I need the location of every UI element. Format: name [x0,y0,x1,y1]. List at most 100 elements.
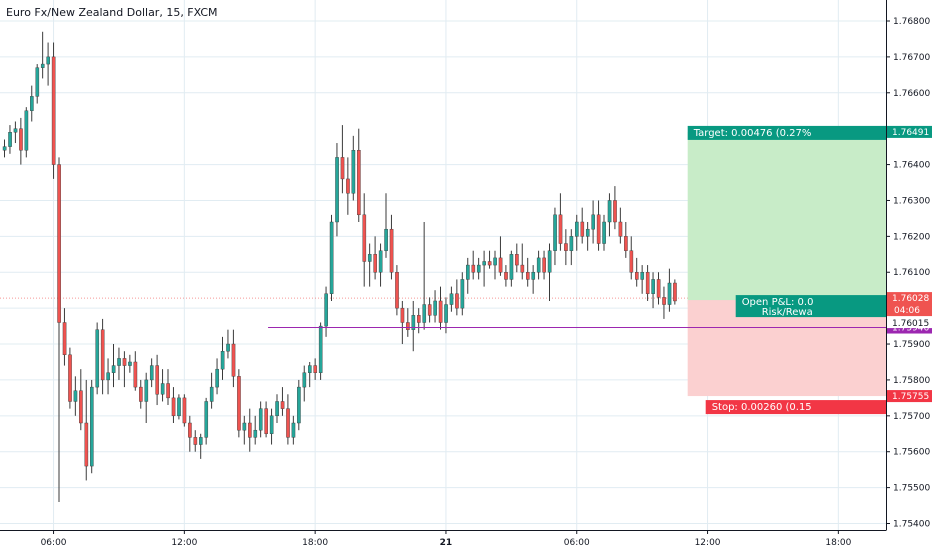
candle-body-down [166,383,170,399]
candle [248,408,252,452]
candle-body-down [542,257,546,273]
candle-body-down [340,157,345,180]
candle [526,257,530,287]
candle-body-down [613,200,617,223]
candle-body-down [237,376,241,431]
candle [13,121,18,144]
candle [182,394,187,427]
position-layer[interactable]: Target: 0.00476 (0.27% Stop: 0.00260 (0.1… [268,125,886,415]
candle [35,64,40,104]
candle-body-down [498,257,503,273]
candle [209,372,214,409]
candle [177,394,181,420]
candle [389,214,394,280]
candle [335,143,339,237]
candle-body-down [139,386,143,402]
candle-body-up [602,221,606,244]
y-tick-label: 1.76200 [893,232,930,242]
candle-body-up [242,422,247,431]
candle [111,344,116,388]
candle-body-up [460,279,465,309]
candle [193,430,198,452]
candle-body-up [95,329,100,388]
candle [367,243,372,287]
candle [362,193,367,287]
candle-body-down [662,297,666,305]
candle-body-down [313,365,318,373]
candle-body-up [73,390,78,402]
candle-body-up [422,304,427,323]
candle [585,221,590,251]
entry-price-tag-text: 1.75946 [892,324,929,334]
candle-body-down [122,358,127,366]
x-tick-label: 06:00 [564,538,590,548]
chart-title: Euro Fx/New Zealand Dollar, 15, FXCM [6,6,218,19]
candle [438,286,443,330]
candle [24,107,29,158]
candle-layer [2,31,677,502]
candle-body-down [515,254,519,266]
candle [515,243,519,273]
target-zone[interactable] [687,131,886,305]
bid-price-tag: 1.76015 [887,317,932,329]
candle [433,290,437,323]
target-label-text: Target: 0.00476 (0.27% [693,128,812,139]
candle-body-down [51,56,56,165]
stop-price-tag: 1.75755 [887,390,932,403]
candle [531,265,536,294]
candle-body-up [144,379,149,402]
candle-body-up [209,386,214,402]
y-tick-label: 1.76800 [893,17,930,27]
candle-body-up [2,146,7,151]
target-label[interactable]: Target: 0.00476 (0.27% [687,125,886,140]
candle-body-up [297,386,301,424]
candle-body-up [177,397,181,417]
last-price-tag: 1.76028 04:06 [887,292,932,317]
candle-body-up [308,365,312,373]
candle [2,139,7,158]
candle [155,354,160,406]
candle-body-up [275,401,279,417]
candle [575,214,579,251]
candle [536,250,541,280]
candle [220,336,225,380]
x-tick-label: 18:00 [825,538,851,548]
candle [215,358,219,395]
candle-body-up [553,214,557,251]
candle [62,308,67,366]
candle [308,361,312,388]
candle-body-down [471,264,476,273]
candle [384,193,388,258]
candle [651,272,655,309]
candle [667,268,672,312]
candle-body-up [111,365,116,373]
candle-body-up [269,415,274,434]
y-tick-label: 1.76300 [893,196,930,206]
candle [46,42,50,86]
candle-body-down [487,261,492,266]
candle [329,214,334,301]
candle [351,135,356,201]
y-tick-label: 1.76700 [893,53,930,63]
candle-body-up [444,304,448,323]
candle-body-up [220,351,225,370]
candle-body-down [673,282,677,302]
grid-layer [0,0,886,530]
candle-body-up [411,315,416,330]
candle [95,322,100,395]
candle-body-down [193,437,198,445]
candle-body-down [618,221,623,237]
candle [613,186,617,230]
candle-body-up [384,228,388,251]
candle [258,401,263,438]
candle-body-up [198,437,203,445]
y-tick-label: 1.75900 [893,340,930,350]
candle-body-down [171,397,176,417]
candle [340,125,345,194]
candle [455,279,459,316]
stop-label[interactable]: Stop: 0.00260 (0.15 [705,400,886,415]
candle [144,372,149,423]
